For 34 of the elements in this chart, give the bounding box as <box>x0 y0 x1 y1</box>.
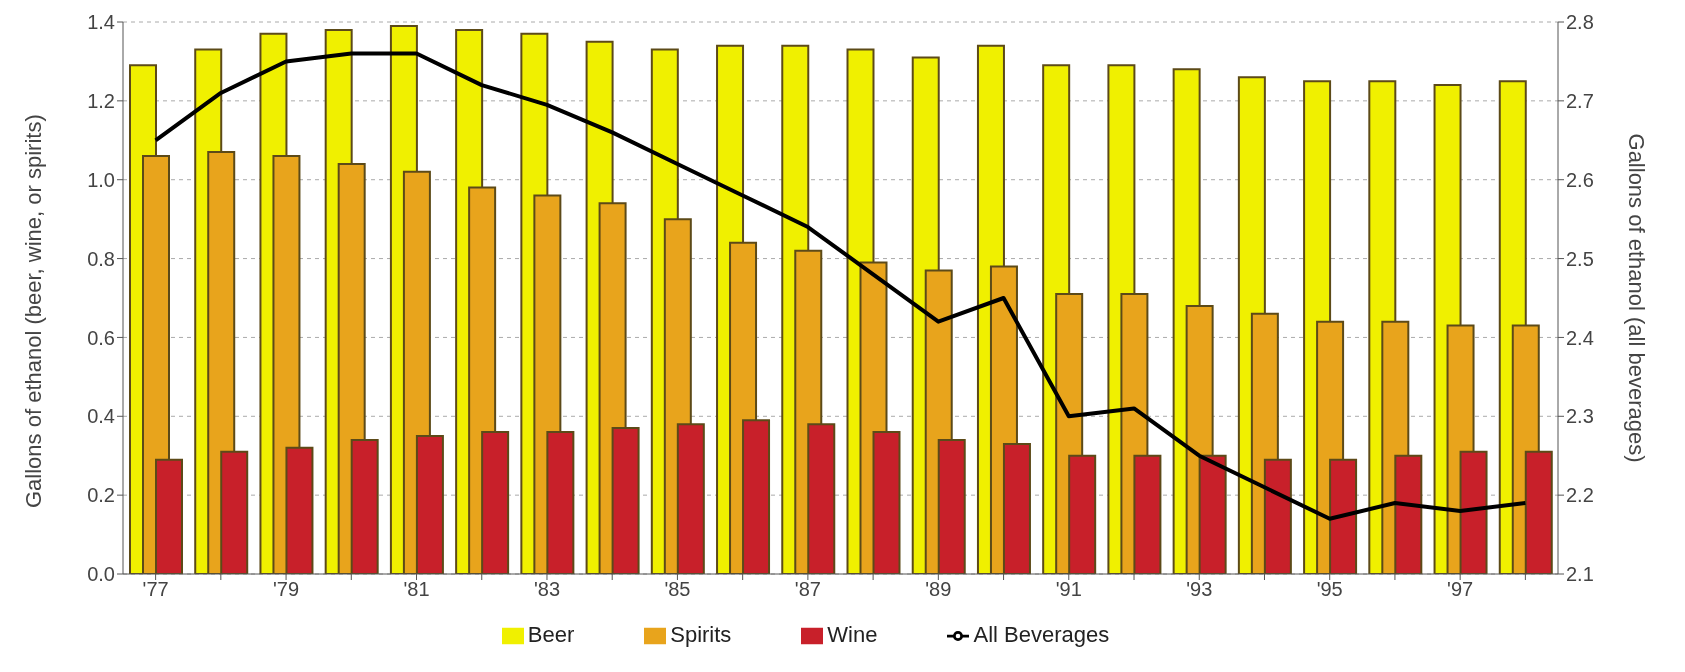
x-tick-label: '81 <box>403 578 430 601</box>
legend-label: Wine <box>827 622 878 647</box>
x-tick-label: '91 <box>1055 578 1082 601</box>
y-tick-label: 1.0 <box>87 168 115 191</box>
line-series <box>153 51 1528 521</box>
y-tick-label: 0.2 <box>87 484 115 507</box>
y2-tick-label: 2.2 <box>1566 484 1594 507</box>
y-tick-label: 0.6 <box>87 326 115 349</box>
y-tick-label: 1.2 <box>87 89 115 112</box>
y2-tick-label: 2.8 <box>1566 11 1594 34</box>
y-tick-label: 0.0 <box>87 563 115 586</box>
y2-axis-title: Gallons of ethanol (all beverages) <box>1624 133 1650 463</box>
y2-tick-label: 2.3 <box>1566 405 1594 428</box>
y2-tick-label: 2.6 <box>1566 168 1594 191</box>
legend-label: All Beverages <box>973 622 1110 647</box>
y2-tick-label: 2.4 <box>1566 326 1594 349</box>
x-tick-label: '89 <box>925 578 952 601</box>
x-tick-label: '95 <box>1316 578 1343 601</box>
y-tick-label: 1.4 <box>87 11 115 34</box>
y-tick-label: 0.4 <box>87 405 115 428</box>
y-tick-label: 0.8 <box>87 247 115 270</box>
y2-tick-label: 2.7 <box>1566 89 1594 112</box>
x-tick-label: '77 <box>142 578 169 601</box>
x-tick-label: '79 <box>273 578 300 601</box>
y2-tick-label: 2.1 <box>1566 563 1594 586</box>
x-tick-label: '87 <box>794 578 821 601</box>
x-tick-label: '83 <box>533 578 561 601</box>
legend-label: Beer <box>527 622 575 647</box>
y2-tick-label: 2.5 <box>1566 247 1594 270</box>
x-tick-label: '85 <box>664 578 691 601</box>
x-tick-label: '97 <box>1447 578 1474 601</box>
y-axis-title: Gallons of ethanol (beer, wine, or spirits) <box>20 114 46 508</box>
x-tick-label: '93 <box>1186 578 1213 601</box>
legend-label: Spirits <box>670 622 732 647</box>
